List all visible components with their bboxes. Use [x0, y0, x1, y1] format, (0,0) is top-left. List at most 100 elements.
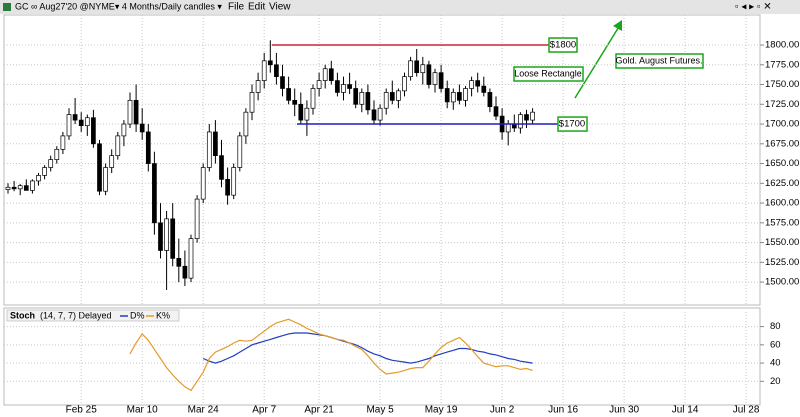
candle-body — [206, 131, 212, 168]
candle-body — [91, 117, 96, 145]
label-box — [548, 37, 578, 53]
y-tick-label: 1600.00 — [765, 198, 799, 209]
y-tick-label: 1775.00 — [765, 59, 799, 70]
candle-body — [164, 218, 169, 251]
y-tick-label: 1725.00 — [765, 99, 799, 110]
stoch-subtitle: (14, 7, 7) Delayed — [40, 310, 112, 320]
legend-label: K% — [156, 310, 170, 320]
candle-body — [255, 80, 261, 93]
x-tick-label: Mar 10 — [127, 405, 159, 416]
candle-body — [371, 109, 377, 121]
candle-body — [438, 72, 444, 89]
candle-body — [353, 88, 359, 105]
candle-body — [274, 64, 279, 77]
annotation-label: Gold. August Futures. — [615, 55, 702, 65]
arrow — [574, 24, 621, 99]
candle-body — [158, 222, 163, 251]
candle-body — [36, 175, 41, 182]
candle-body — [463, 88, 468, 101]
chart-title: GC ∞ Aug27'20 @NYME▾ 4 Months/Daily cand… — [15, 1, 222, 11]
legend-label: D% — [130, 310, 145, 320]
menu-item[interactable]: Edit — [248, 2, 265, 13]
x-tick-label: Mar 24 — [188, 405, 220, 416]
candle-body — [48, 159, 54, 168]
y-tick-label: 1525.00 — [765, 257, 799, 268]
candle-body — [249, 92, 255, 113]
stoch-line — [129, 318, 533, 392]
candle-body — [341, 84, 346, 93]
candle-body — [11, 186, 17, 190]
y-tick-label: 80 — [770, 321, 781, 332]
candle-body — [133, 99, 139, 125]
candle-body — [286, 88, 291, 101]
candle-body — [280, 76, 285, 89]
x-tick-label: Jul 28 — [733, 405, 760, 416]
candle-body — [524, 114, 529, 121]
y-tick-label: 1800.00 — [765, 40, 799, 51]
candle-body — [225, 179, 230, 196]
candle-body — [383, 92, 389, 109]
candle-body — [487, 92, 493, 108]
candle-body — [17, 185, 23, 190]
x-tick-label: May 19 — [425, 405, 458, 416]
candle-body — [402, 76, 407, 92]
candle-body — [237, 135, 243, 168]
candle-body — [267, 60, 273, 66]
candle-body — [389, 92, 395, 101]
menu-item[interactable]: File — [228, 2, 245, 13]
y-tick-label: 1500.00 — [765, 277, 799, 288]
candle-body — [78, 119, 84, 126]
candle-body — [194, 198, 200, 239]
candle-body — [127, 99, 133, 125]
x-tick-label: Jun 30 — [609, 405, 639, 416]
annotation-label: Loose Rectangle — [514, 68, 582, 78]
candle-body — [493, 106, 499, 117]
x-tick-label: Jun 16 — [548, 405, 578, 416]
candle-body — [335, 80, 340, 93]
candle-body — [152, 163, 157, 224]
candle-body — [426, 64, 432, 85]
candle-body — [97, 143, 102, 192]
y-tick-label: 60 — [770, 339, 781, 350]
candle-body — [432, 72, 438, 85]
candle-body — [121, 123, 127, 137]
candle-body — [481, 85, 487, 93]
candle-body — [243, 111, 249, 137]
annotation-label: $1700 — [559, 119, 585, 130]
candle-body — [200, 167, 206, 200]
candle-body — [145, 131, 151, 164]
x-tick-label: Jul 14 — [672, 405, 699, 416]
stoch-legend — [6, 309, 180, 322]
candle-body — [84, 117, 90, 126]
candle-body — [109, 155, 115, 168]
candle-body — [54, 148, 60, 160]
candle-body — [450, 92, 456, 103]
menu-item[interactable]: View — [269, 2, 291, 13]
candle-body — [213, 131, 218, 157]
candle-body — [188, 238, 194, 279]
candle-body — [139, 123, 145, 133]
candle-body — [219, 155, 224, 180]
candle-body — [170, 218, 176, 259]
candle-body — [322, 68, 328, 81]
candle-body — [72, 114, 78, 121]
label-box — [513, 66, 584, 82]
window-controls[interactable]: ▫ ◂ ▸ ▫ ✕ — [735, 2, 772, 13]
y-tick-label: 1650.00 — [765, 158, 799, 169]
candle-body — [231, 167, 237, 196]
annotation-label: $1800 — [550, 40, 576, 51]
candle-body — [396, 90, 401, 101]
candle-body — [23, 185, 29, 191]
y-tick-label: 40 — [770, 358, 781, 369]
candle-body — [469, 80, 474, 89]
x-tick-label: Jun 2 — [490, 405, 515, 416]
candle-body — [414, 60, 420, 74]
candle-body — [347, 84, 352, 89]
candle-body — [30, 180, 35, 191]
candle-body — [292, 99, 298, 105]
label-box — [557, 116, 588, 132]
candle-body — [408, 60, 413, 77]
candle-body — [103, 167, 108, 192]
app-icon — [3, 3, 11, 11]
candle-body — [316, 80, 322, 89]
